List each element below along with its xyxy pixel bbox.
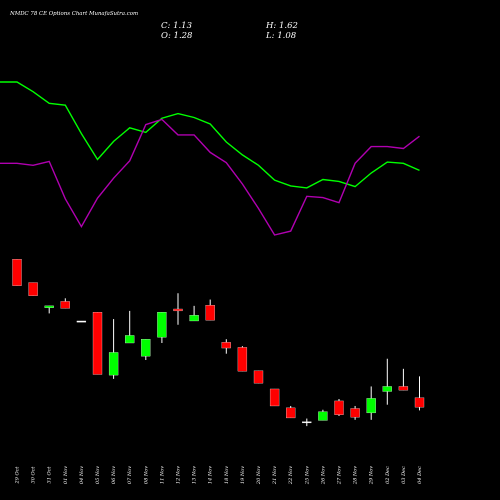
candle-body [253,370,264,384]
candle-body [286,407,296,419]
candle [44,305,54,314]
x-tick-label: 31 Oct [47,466,53,484]
candle-body [414,397,425,408]
candle [334,399,344,417]
x-tick-label: 22 Nov [288,466,294,485]
candle-body [157,311,167,338]
candle-body [334,400,344,415]
x-tick-label: 21 Nov [272,466,278,485]
candle-body [302,421,312,424]
candle [92,311,103,375]
candle [302,418,312,427]
candle [318,409,328,421]
x-tick-label: 04 Dec [417,466,423,484]
candle [205,299,215,321]
candle [253,370,264,384]
candle [76,320,87,323]
candle [269,388,280,407]
candle-body [76,320,87,323]
candle [157,311,167,343]
candle [382,358,392,405]
x-tick-label: 01 Nov [63,466,69,484]
candle-body [269,388,280,407]
candle [173,293,183,325]
candle [108,319,119,379]
candle-body [221,342,231,349]
candle [60,298,70,309]
candle-body [28,282,38,296]
candle-body [366,398,376,414]
x-tick-label: 02 Dec [385,466,391,484]
x-tick-label: 29 Oct [15,466,21,485]
x-tick-label: 27 Nov [337,466,343,485]
candle-body [237,347,248,372]
x-tick-label: 30 Oct [31,466,37,484]
x-tick-label: 08 Nov [143,466,149,484]
x-tick-label: 07 Nov [127,466,133,484]
low-readout: L: 1.08 [265,31,297,41]
candle [221,339,231,354]
candle-body [205,305,215,321]
candle-body [398,386,409,391]
x-tick-label: 29 Nov [369,466,375,485]
candles-group [12,259,425,427]
candle-body [44,305,54,308]
candle-body [350,408,360,418]
lower-band-line [0,118,420,236]
candle [350,405,360,420]
indicator-bands [0,81,420,236]
candle [125,310,135,344]
candle-body [60,301,70,309]
open-readout: O: 1.28 [161,31,193,41]
x-tick-label: 18 Nov [224,466,230,484]
x-axis-ticks: 29 Oct 30 Oct 31 Oct 01 Nov 04 Nov 05 Nov 06 N… [15,466,424,485]
candle-body [125,335,135,344]
x-tick-label: 25 Nov [304,466,310,485]
x-tick-label: 04 Nov [79,466,85,484]
x-tick-label: 03 Dec [401,466,407,484]
close-readout: C: 1.13 [161,21,192,31]
candle-body [173,308,183,312]
candle-body [318,411,328,421]
high-readout: H: 1.62 [265,21,298,31]
candle-body [108,352,119,376]
x-tick-label: 26 Nov [320,466,326,485]
upper-band-line [0,81,420,189]
candle-body [141,339,151,357]
candle [414,376,425,411]
candle [141,339,151,360]
candle-body [92,311,103,375]
candle-body [382,386,392,392]
candle [12,259,22,286]
x-tick-label: 14 Nov [208,466,214,484]
candle [237,346,248,372]
x-tick-label: 05 Nov [95,466,101,484]
candle [398,368,409,391]
chart-title: NMDC 78 CE Options Chart MunafaSutra.com [9,11,138,17]
x-tick-label: 19 Nov [240,466,246,484]
x-tick-label: 20 Nov [256,466,262,485]
candle [286,405,296,419]
candle [28,282,38,296]
candle-body [12,259,22,286]
candle [189,305,199,322]
x-tick-label: 13 Nov [192,466,198,484]
x-tick-label: 11 Nov [159,466,165,484]
x-tick-label: 28 Nov [353,466,359,485]
candle [366,386,376,420]
x-tick-label: 06 Nov [111,466,117,484]
candle-body [189,315,199,322]
x-tick-label: 12 Nov [176,466,182,484]
